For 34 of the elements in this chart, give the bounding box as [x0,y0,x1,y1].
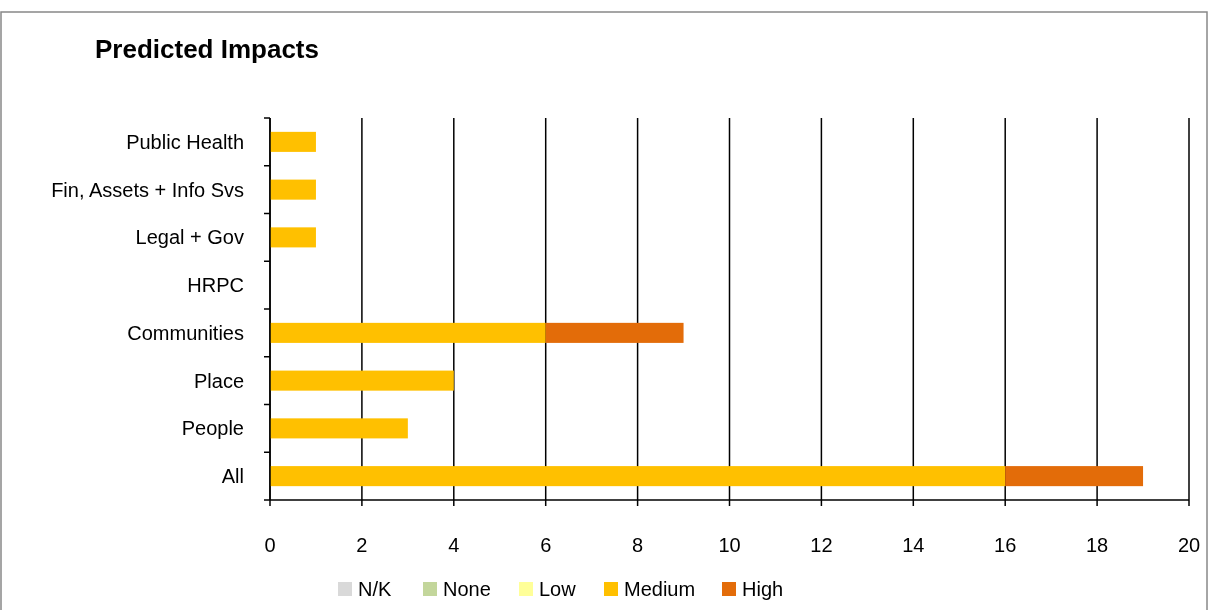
legend-label: Medium [624,578,696,600]
x-tick-label: 6 [540,534,552,556]
bar [270,131,316,152]
bar [1005,466,1144,487]
legend-label: High [742,578,784,600]
bar [270,179,316,200]
bar [270,322,546,343]
x-tick-label: 16 [994,534,1017,556]
legend-label: N/K [358,578,392,600]
y-tick-label: Place [193,369,244,392]
y-tick-label: Communities [127,321,244,344]
chart-title: Predicted Impacts [95,34,319,64]
bar [270,370,454,391]
y-tick-label: Fin, Assets + Info Svs [51,178,244,201]
y-tick-label: HRPC [187,274,244,297]
y-tick-label: All [221,465,244,488]
bar [545,322,684,343]
y-tick-label: Public Health [126,130,244,153]
x-tick-label: 18 [1085,534,1109,556]
x-tick-label: 20 [1177,534,1201,556]
x-tick-label: 8 [632,534,644,556]
bar [270,466,1006,487]
bar [270,418,408,439]
x-tick-label: 10 [718,534,741,556]
x-tick-label: 2 [356,534,368,556]
legend-label: None [443,578,491,600]
x-tick-label: 0 [264,534,276,556]
x-tick-label: 12 [810,534,833,556]
bar [270,227,316,248]
legend-label: Low [539,578,577,600]
x-tick-label: 4 [448,534,460,556]
y-tick-label: Legal + Gov [135,226,244,249]
y-tick-label: People [181,417,244,440]
x-tick-label: 14 [902,534,925,556]
